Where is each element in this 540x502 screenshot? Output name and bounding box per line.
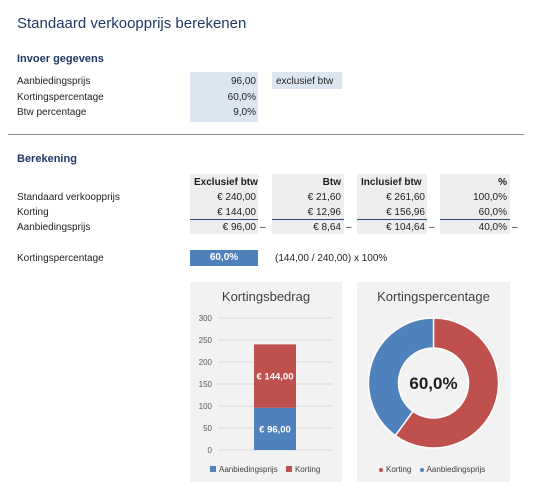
y-tick-label: 50 [203, 424, 212, 433]
cell-pct: 40,0% [478, 222, 507, 233]
data-label: € 144,00 [257, 372, 294, 383]
col-bg-incl [357, 174, 427, 234]
row-label-korting: Korting [17, 207, 49, 218]
kortingspercentage-chart: Kortingspercentage 60,0% Korting Aanbied… [357, 282, 510, 482]
header-inclusief-btw: Inclusief btw [361, 177, 422, 188]
legend-swatch [285, 466, 292, 472]
y-tick-label: 250 [199, 336, 213, 345]
donut-legend: Korting Aanbiedingsprijs [379, 465, 485, 474]
pct-formula: (144,00 / 240,00) x 100% [275, 253, 388, 264]
cell-pct: 100,0% [473, 192, 507, 203]
subtotal-line [272, 219, 344, 220]
header-exclusief-btw: Exclusief btw [194, 177, 258, 188]
cell-incl: € 156,96 [386, 207, 425, 218]
input-label-kortingspercentage: Kortingspercentage [17, 92, 104, 103]
y-tick-label: 0 [208, 446, 213, 455]
section-divider [8, 134, 524, 135]
subtotal-line [357, 219, 427, 220]
pct-result-bar: 60,0% [190, 250, 258, 266]
chart-title: Kortingsbedrag [221, 289, 311, 304]
col-bg-excl [190, 174, 258, 234]
data-label: € 96,00 [259, 424, 291, 435]
cell-incl: € 261,60 [386, 192, 425, 203]
bar-legend: Aanbiedingsprijs Korting [210, 465, 320, 474]
cell-excl: € 240,00 [217, 192, 256, 203]
cell-btw: € 12,96 [307, 207, 341, 218]
pct-label: Kortingspercentage [17, 253, 104, 264]
header-btw: Btw [322, 177, 341, 188]
col-bg-btw [272, 174, 344, 234]
legend-item: Korting [379, 465, 411, 474]
legend-item: Aanbiedingsprijs [419, 465, 486, 474]
exclusief-btw-note: exclusief btw [276, 76, 334, 87]
legend-swatch [210, 466, 216, 472]
minus-sign: – [512, 222, 518, 233]
header-percentage: % [498, 177, 507, 188]
cell-incl: € 104,64 [386, 222, 425, 233]
row-label-standaard-verkoopprijs: Standaard verkoopprijs [17, 192, 120, 203]
cell-pct: 60,0% [478, 207, 507, 218]
input-section-title: Invoer gegevens [17, 53, 104, 65]
pie-slice [394, 317, 500, 449]
page-title: Standaard verkoopprijs berekenen [17, 15, 247, 32]
minus-sign: – [429, 222, 435, 233]
input-value-btw[interactable]: 9,0% [233, 107, 256, 118]
minus-sign: – [346, 222, 352, 233]
input-label-aanbiedingsprijs: Aanbiedingsprijs [17, 76, 91, 87]
input-fields-area [190, 72, 258, 122]
input-label-btw: Btw percentage [17, 107, 87, 118]
chart-title: Kortingspercentage [377, 289, 490, 304]
cell-excl: € 144,00 [217, 207, 256, 218]
bar-segment [254, 407, 296, 450]
legend-item: Korting [285, 465, 321, 474]
legend-swatch [379, 468, 383, 472]
pie-slice [367, 317, 435, 437]
y-tick-label: 300 [199, 314, 213, 323]
subtotal-line [440, 219, 510, 220]
legend-label: Aanbiedingsprijs [219, 465, 278, 474]
calc-section-title: Berekening [17, 153, 77, 165]
bar-chart-svg: 0 50 100 150 200 250 300 € 96,00 € 144,00 [199, 314, 332, 455]
kortingsbedrag-chart: Kortingsbedrag 0 50 100 150 200 250 300 € 96,00… [190, 282, 342, 482]
row-label-aanbiedingsprijs: Aanbiedingsprijs [17, 222, 91, 233]
legend-label: Korting [294, 465, 321, 474]
minus-sign: – [260, 222, 266, 233]
y-tick-label: 100 [199, 402, 213, 411]
input-value-aanbiedingsprijs[interactable]: 96,00 [230, 76, 256, 87]
legend-swatch [419, 468, 424, 472]
legend-label: Aanbiedingsprijs [426, 465, 486, 474]
legend-label: Korting [386, 465, 412, 474]
input-value-kortingspercentage[interactable]: 60,0% [227, 92, 256, 103]
y-tick-label: 200 [199, 358, 213, 367]
cell-btw: € 21,60 [307, 192, 341, 203]
cell-excl: € 96,00 [222, 222, 256, 233]
note-box [272, 72, 342, 89]
bar-segment [254, 344, 296, 408]
legend-item: Aanbiedingsprijs [210, 465, 278, 474]
donut-chart-svg: 60,0% [367, 317, 500, 449]
y-tick-label: 150 [199, 380, 213, 389]
col-bg-pct [440, 174, 510, 234]
donut-center-label: 60,0% [409, 374, 457, 393]
cell-btw: € 8,64 [313, 222, 341, 233]
subtotal-line [190, 219, 258, 220]
